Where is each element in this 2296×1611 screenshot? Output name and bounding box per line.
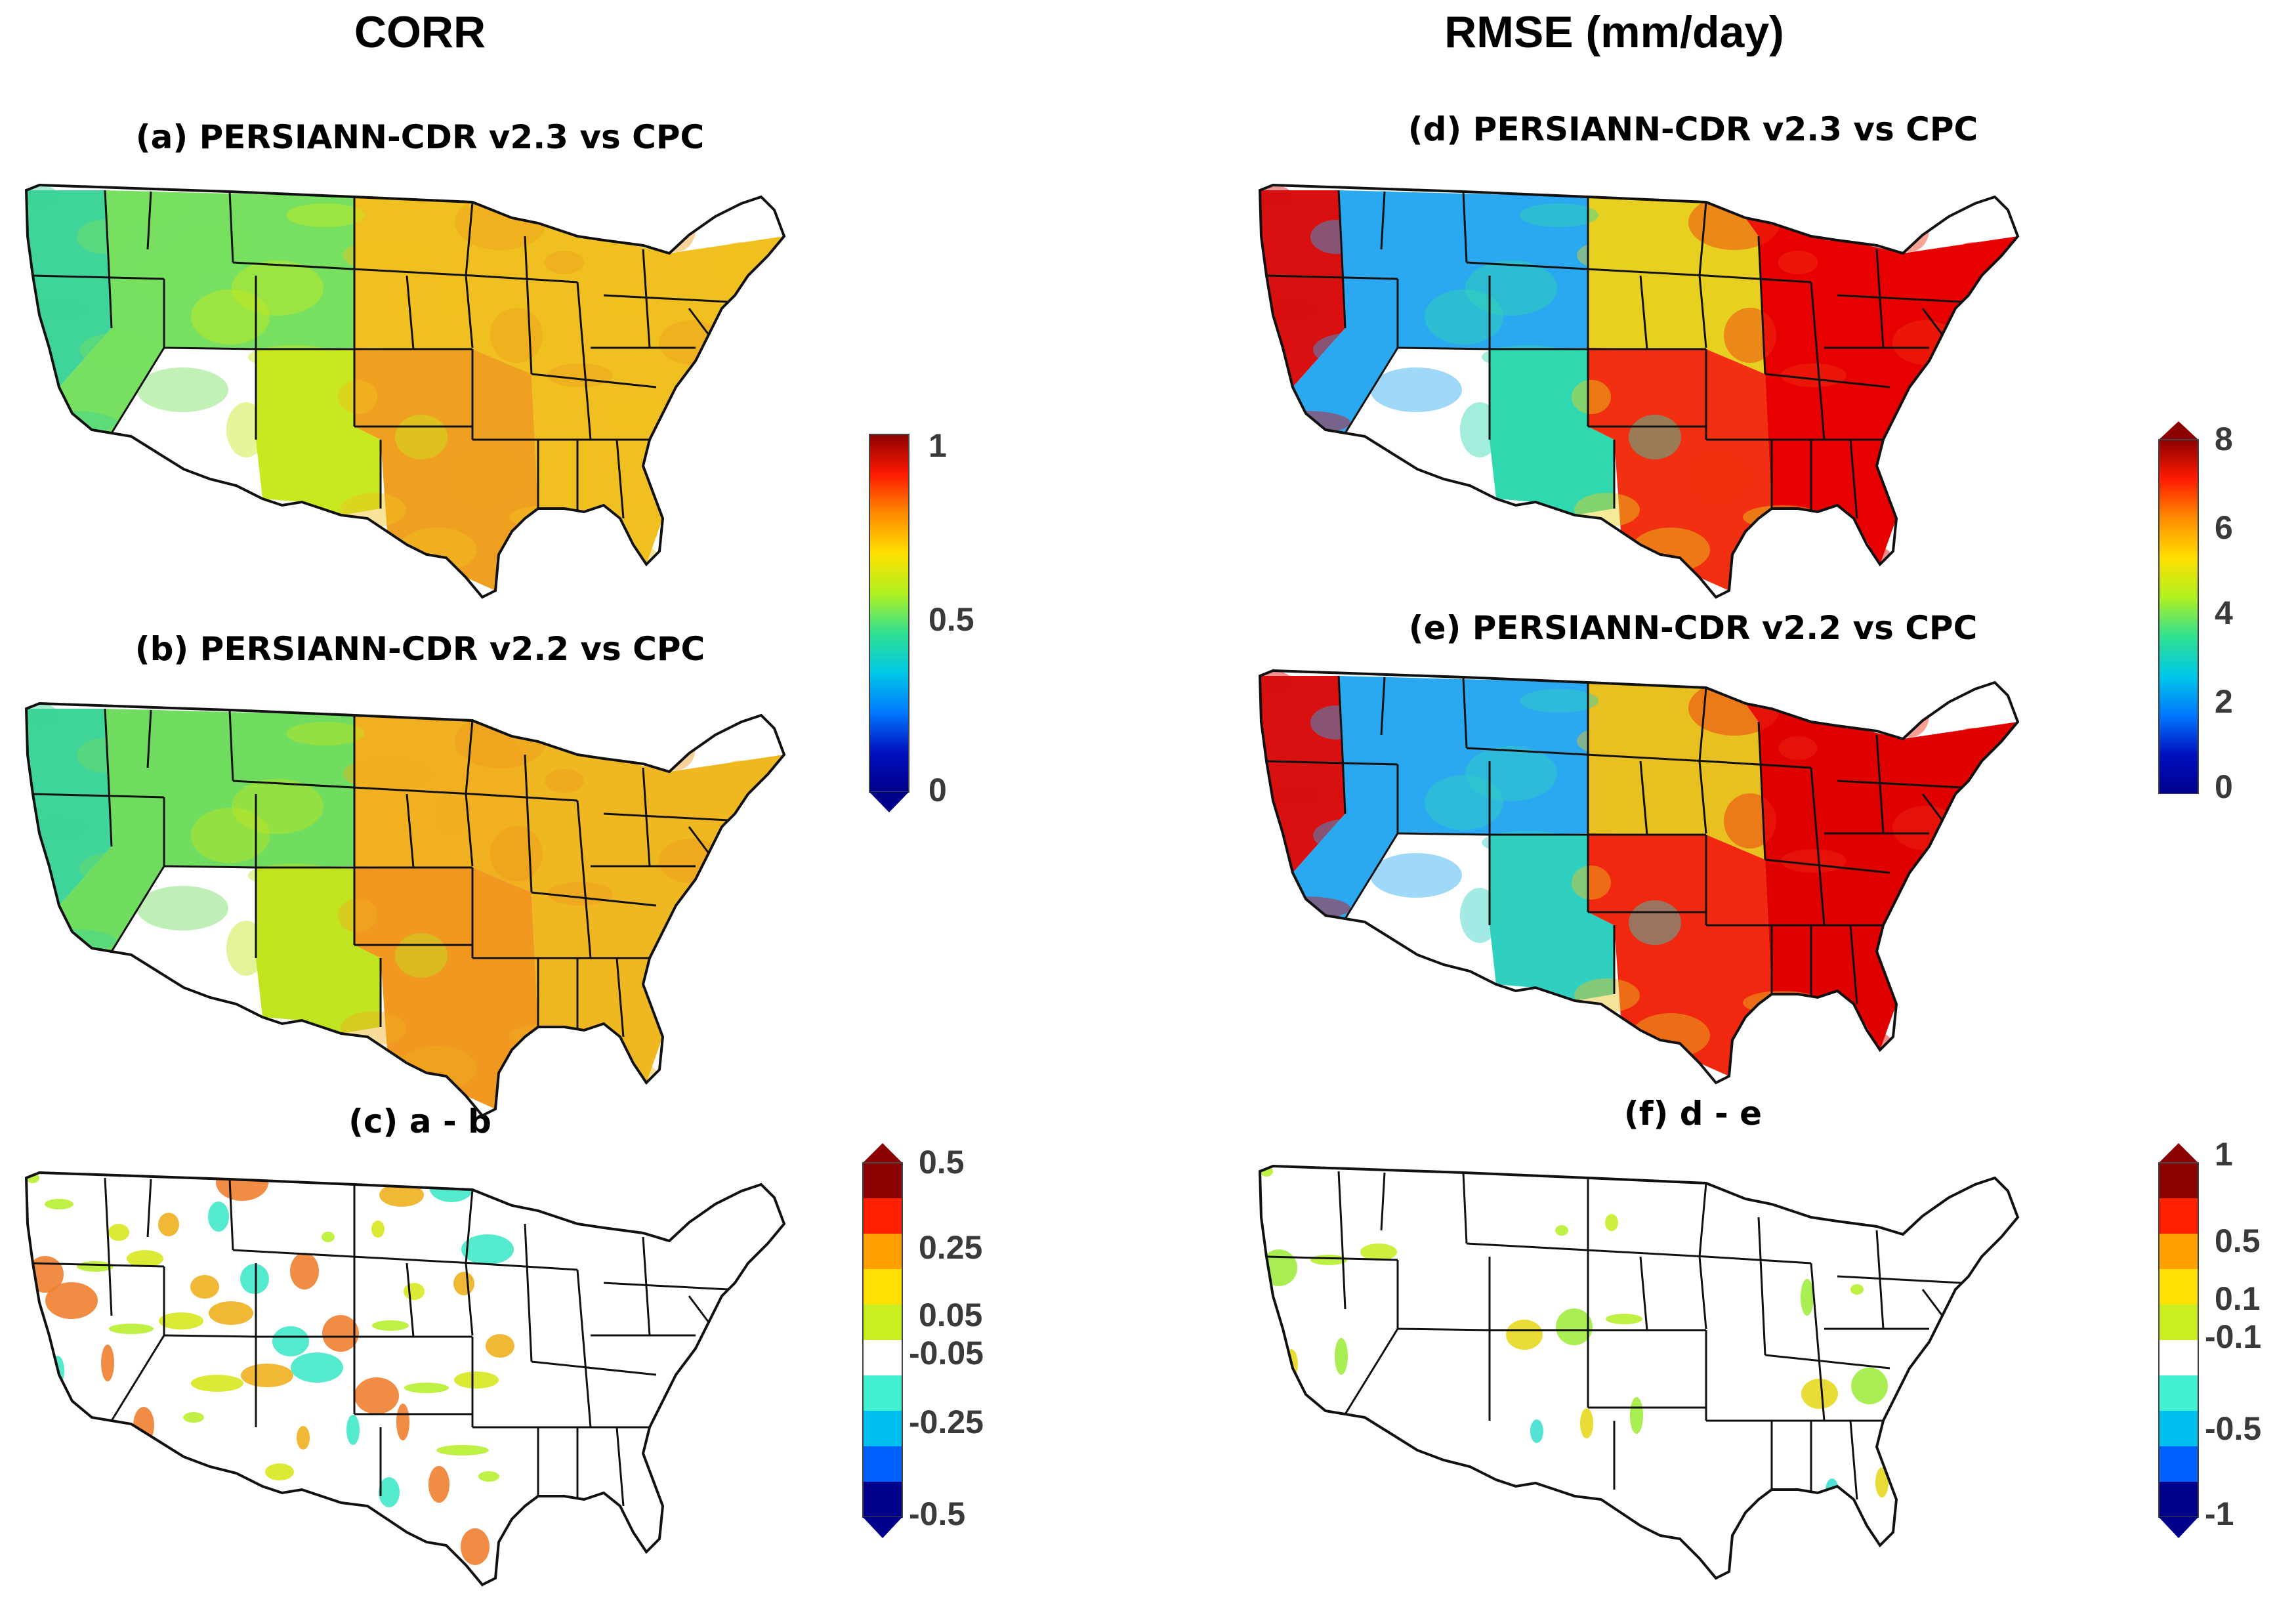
panel-b-title: (b) PERSIANN-CDR v2.2 vs CPC bbox=[135, 630, 705, 668]
map-region-5 bbox=[354, 866, 538, 1109]
colorbar-rmse-tick-0: 0 bbox=[2215, 768, 2233, 805]
colorbar-corr-gradient bbox=[869, 434, 909, 812]
colorbar-corr bbox=[866, 433, 912, 814]
panel-c-title: (c) a - b bbox=[348, 1102, 491, 1140]
map-region-4 bbox=[1588, 197, 1765, 374]
colorbar-rmse-diff-tick-0_1: 0.1 bbox=[2215, 1280, 2261, 1317]
map-region-4 bbox=[354, 715, 532, 892]
rmse-column-title: RMSE (mm/day) bbox=[1444, 7, 1784, 57]
map-panel-f bbox=[1247, 1158, 2060, 1604]
colorbar-corr-tick-0_5: 0.5 bbox=[929, 601, 974, 638]
colorbar-rmse-tick-4: 4 bbox=[2215, 595, 2233, 631]
us-outline bbox=[24, 701, 786, 1118]
map-region-3 bbox=[1490, 835, 1614, 1001]
map-region-5 bbox=[1588, 833, 1772, 1076]
map-region-5 bbox=[1588, 348, 1772, 591]
panel-e-title: (e) PERSIANN-CDR v2.2 vs CPC bbox=[1408, 609, 1978, 647]
panel-d-title: (d) PERSIANN-CDR v2.3 vs CPC bbox=[1408, 110, 1978, 148]
us-outline bbox=[1258, 183, 2020, 599]
colorbar-corr-diff-tick-m0_25: -0.25 bbox=[909, 1404, 984, 1440]
map-region-5 bbox=[354, 348, 538, 591]
map-panel-b bbox=[13, 696, 827, 1142]
map-region-4 bbox=[1588, 682, 1765, 860]
colorbar-corr-diff bbox=[860, 1142, 906, 1542]
colorbar-corr-diff-tick-0_5: 0.5 bbox=[919, 1144, 965, 1181]
map-region-2 bbox=[59, 190, 354, 433]
colorbar-corr-diff-tick-0_05: 0.05 bbox=[919, 1297, 983, 1333]
colorbar-corr-tick-0: 0 bbox=[929, 772, 947, 808]
colorbar-rmse-diff-tick-1: 1 bbox=[2215, 1136, 2233, 1173]
us-outline bbox=[24, 1171, 786, 1587]
map-panel-d bbox=[1247, 177, 2060, 623]
colorbar-rmse-tick-8: 8 bbox=[2215, 421, 2233, 457]
colorbar-rmse-diff-tick-m0_1: -0.1 bbox=[2205, 1318, 2262, 1355]
colorbar-rmse-gradient bbox=[2158, 421, 2199, 794]
panel-f-title: (f) d - e bbox=[1623, 1095, 1763, 1133]
map-region-2 bbox=[1293, 190, 1588, 433]
colorbar-corr-diff-tick-0_25: 0.25 bbox=[919, 1229, 983, 1266]
us-outline bbox=[24, 183, 786, 599]
corr-column-title: CORR bbox=[354, 7, 486, 57]
colorbar-rmse-diff-steps bbox=[2158, 1143, 2199, 1538]
colorbar-rmse-tick-2: 2 bbox=[2215, 683, 2233, 720]
colorbar-rmse-tick-6: 6 bbox=[2215, 509, 2233, 546]
map-region-3 bbox=[256, 349, 381, 515]
panel-a-title: (a) PERSIANN-CDR v2.3 vs CPC bbox=[135, 118, 705, 156]
colorbar-rmse-diff bbox=[2156, 1142, 2202, 1542]
map-region-3 bbox=[256, 868, 381, 1034]
colorbar-corr-diff-tick-m0_05: -0.05 bbox=[909, 1335, 984, 1371]
colorbar-corr-tick-1: 1 bbox=[929, 427, 947, 464]
us-outline bbox=[1258, 1164, 2020, 1580]
colorbar-rmse-diff-tick-m0_5: -0.5 bbox=[2205, 1410, 2262, 1447]
map-panel-e bbox=[1247, 663, 2060, 1109]
us-outline bbox=[1258, 669, 2020, 1085]
colorbar-corr-diff-steps bbox=[862, 1143, 903, 1538]
map-region-4 bbox=[354, 197, 532, 374]
colorbar-rmse bbox=[2156, 420, 2202, 794]
colorbar-rmse-diff-tick-m1: -1 bbox=[2205, 1496, 2234, 1532]
map-panel-a bbox=[13, 177, 827, 623]
colorbar-corr-diff-tick-m0_5: -0.5 bbox=[909, 1496, 966, 1532]
colorbar-rmse-diff-tick-0_5: 0.5 bbox=[2215, 1223, 2261, 1259]
map-panel-c bbox=[13, 1165, 827, 1611]
map-region-2 bbox=[1293, 676, 1588, 919]
map-region-3 bbox=[1490, 349, 1614, 515]
map-region-2 bbox=[59, 709, 354, 952]
